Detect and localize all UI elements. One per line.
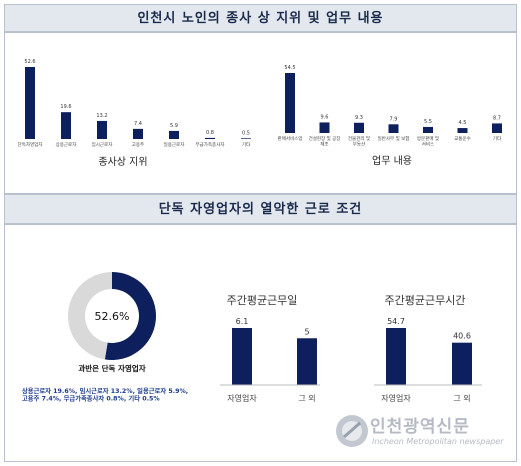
bar-0-6 bbox=[241, 138, 251, 139]
bar-0-4 bbox=[169, 130, 179, 139]
bar-value-0-3: 7.4 bbox=[134, 121, 142, 127]
category-label-1-6: 기타 bbox=[493, 135, 502, 142]
bar-value-4-0: 54.7 bbox=[387, 317, 405, 326]
category-label-4-0: 자영업자 bbox=[381, 393, 411, 403]
bar-0-2 bbox=[97, 120, 107, 139]
category-label-0-5: 무급가족종사자 bbox=[196, 141, 226, 148]
category-label-1-1: 건설현장 및 공장 제조 bbox=[309, 135, 341, 148]
bar-value-3-0: 6.1 bbox=[236, 317, 249, 326]
watermark-name: 인천광역신문 bbox=[370, 417, 470, 437]
category-label-0-0: 단독자영업자 bbox=[18, 141, 44, 148]
chart-title-3: 주간평균근무일 bbox=[227, 293, 298, 307]
bar-value-1-0: 54.5 bbox=[284, 65, 295, 71]
bar-0-5 bbox=[205, 137, 215, 139]
bottom-panel-frame bbox=[4, 224, 517, 462]
bar-0-3 bbox=[133, 128, 143, 139]
category-label-3-1: 그 외 bbox=[298, 393, 315, 403]
bottom-panel-title: 단독 자영업자의 열악한 근로 조건 bbox=[4, 194, 517, 224]
category-label-1-4: 방문판매 및 서비스 bbox=[417, 135, 439, 148]
bar-1-4 bbox=[423, 126, 433, 133]
category-label-1-0: 판매서비스업 bbox=[278, 135, 303, 142]
bar-value-3-1: 5 bbox=[304, 327, 309, 336]
bar-4-0 bbox=[386, 328, 406, 385]
category-label-0-2: 임시근로자 bbox=[92, 141, 114, 148]
bar-value-1-5: 4.5 bbox=[459, 120, 467, 126]
bar-value-1-3: 7.9 bbox=[390, 116, 398, 122]
category-label-1-5: 교통운수 bbox=[454, 136, 471, 142]
bar-1-0 bbox=[285, 73, 295, 133]
bar-1-3 bbox=[388, 124, 399, 133]
bar-value-0-4: 5.9 bbox=[170, 123, 178, 129]
bar-value-0-2: 13.2 bbox=[96, 113, 107, 119]
bar-value-4-1: 40.6 bbox=[453, 332, 471, 341]
bar-1-2 bbox=[354, 122, 364, 133]
bar-value-1-1: 9.6 bbox=[321, 114, 329, 120]
bar-value-0-0: 52.6 bbox=[24, 59, 35, 65]
category-label-4-1: 그 외 bbox=[453, 393, 470, 403]
top-panel-title: 인천시 노인의 종사 상 지위 및 업무 내용 bbox=[4, 4, 517, 32]
bar-1-5 bbox=[457, 128, 468, 133]
bar-1-6 bbox=[492, 123, 502, 133]
bar-3-0 bbox=[232, 328, 252, 385]
category-label-3-0: 자영업자 bbox=[227, 393, 257, 403]
donut-caption: 과반은 단독 자영업자 bbox=[78, 363, 145, 373]
x-axis-title-1: 업무 내용 bbox=[372, 154, 412, 167]
donut-note: 상용근로자 19.6%, 임시근로자 13.2%, 일용근로자 5.9%, 고용주… bbox=[22, 386, 188, 402]
top-panel-frame bbox=[4, 32, 517, 194]
donut-slice-1 bbox=[67, 272, 112, 360]
chart-title-4: 주간평균근무시간 bbox=[385, 294, 466, 307]
bar-3-1 bbox=[297, 338, 317, 385]
category-label-1-3: 일반사무 및 보험 bbox=[378, 135, 410, 142]
bar-value-0-5: 0.8 bbox=[206, 130, 214, 136]
newspaper-logo-icon bbox=[336, 415, 368, 447]
bar-value-1-2: 9.3 bbox=[355, 115, 363, 121]
category-label-0-4: 일용근로자 bbox=[164, 141, 186, 148]
watermark-subtitle: Incheon Metropolitan newspaper bbox=[372, 437, 504, 446]
bar-value-0-6: 0.5 bbox=[242, 130, 250, 136]
donut-center-label: 52.6% bbox=[95, 310, 130, 323]
donut-slice-0 bbox=[104, 272, 156, 360]
bar-value-0-1: 19.6 bbox=[60, 104, 71, 110]
category-label-0-3: 고용주 bbox=[132, 142, 144, 148]
bar-value-1-4: 5.5 bbox=[424, 119, 432, 125]
category-label-1-2: 건물관리 및 부동산 bbox=[348, 135, 370, 148]
bar-1-1 bbox=[319, 122, 330, 133]
bar-0-0 bbox=[25, 67, 35, 139]
category-label-0-6: 기타 bbox=[242, 141, 251, 148]
bar-4-1 bbox=[452, 342, 472, 385]
bar-value-1-6: 8.7 bbox=[493, 115, 501, 121]
bar-0-1 bbox=[61, 112, 71, 139]
x-axis-title-0: 종사상 지위 bbox=[98, 155, 147, 168]
category-label-0-1: 상용근로자 bbox=[56, 141, 78, 148]
